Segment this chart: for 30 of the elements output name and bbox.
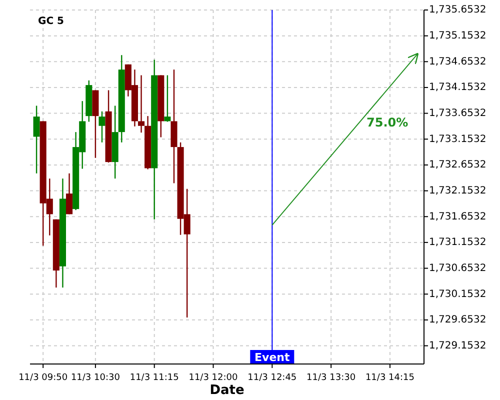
x-tick-label: 11/3 09:50: [18, 373, 68, 383]
y-tick-label: 1,731.6532: [429, 211, 486, 222]
candlestick: [164, 74, 171, 122]
candlestick: [98, 110, 106, 143]
x-tick-label: 11/3 14:15: [365, 373, 414, 383]
x-tick-label: 11/3 12:00: [188, 373, 238, 383]
y-tick-label: 1,734.6532: [429, 56, 486, 68]
y-tick-label: 1,731.1532: [429, 237, 486, 248]
y-tick-label: 1,733.6532: [429, 108, 486, 120]
y-tick-label: 1,730.6532: [429, 263, 486, 274]
x-axis-title: Date: [210, 383, 244, 398]
x-tick-label: 11/3 12:45: [248, 373, 297, 383]
y-tick-label: 1,730.1532: [429, 288, 486, 300]
y-tick-label: 1,729.1532: [429, 340, 486, 352]
y-tick-label: 1,732.6532: [429, 160, 486, 171]
x-tick-label: 11/3 10:30: [70, 373, 120, 383]
ref-line-label: Event: [254, 351, 290, 364]
y-tick-label: 1,735.6532: [429, 4, 486, 16]
y-tick-label: 1,733.1532: [429, 134, 486, 145]
y-tick-label: 1,735.1532: [429, 30, 486, 42]
candlestick: [138, 74, 145, 134]
candlestick: [33, 105, 40, 174]
y-tick-label: 1,734.1532: [429, 82, 486, 94]
y-tick-label: 1,732.1532: [429, 186, 486, 197]
x-tick-label: 11/3 13:30: [306, 373, 356, 383]
x-tick-label: 11/3 11:15: [130, 373, 179, 383]
text: GC 5: [38, 16, 64, 27]
candlestick: [66, 172, 73, 215]
annotation: 75.0%: [366, 115, 408, 130]
y-tick-label: 1,729.6532: [429, 314, 486, 326]
